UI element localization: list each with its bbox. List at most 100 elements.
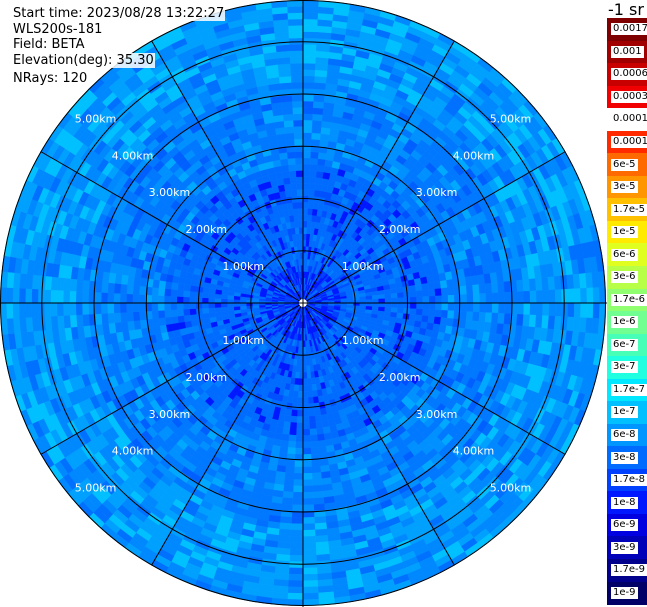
heatmap-cell — [126, 293, 134, 304]
heatmap-cell — [302, 479, 313, 487]
heatmap-cell — [472, 311, 480, 322]
heatmap-cell — [466, 302, 474, 313]
heatmap-cell — [390, 292, 398, 299]
heatmap-cell — [307, 201, 314, 210]
heatmap-cell — [302, 372, 308, 380]
heatmap-cell — [310, 440, 319, 449]
heatmap-cell — [314, 535, 329, 543]
heatmap-cell — [306, 378, 312, 386]
heatmap-cell — [439, 280, 448, 289]
heatmap-cell — [290, 529, 304, 537]
heatmap-cell — [282, 170, 291, 179]
heatmap-cell — [372, 298, 380, 304]
heatmap-cell — [314, 183, 323, 192]
heatmap-cell — [279, 516, 293, 524]
heatmap-cell — [288, 434, 297, 442]
heatmap-cell — [302, 56, 317, 64]
heatmap-cell — [312, 119, 323, 128]
heatmap-cell — [278, 522, 292, 531]
heatmap-cell — [227, 302, 234, 308]
heatmap-cell — [447, 302, 455, 312]
heatmap-cell — [378, 302, 386, 308]
heatmap-cell — [311, 126, 322, 134]
heatmap-cell — [313, 82, 327, 90]
heatmap-cell — [284, 132, 295, 141]
heatmap-cell — [302, 554, 317, 563]
heatmap-cell — [126, 284, 134, 295]
heatmap-cell — [293, 214, 299, 222]
heatmap-cell — [548, 302, 556, 317]
heatmap-cell — [359, 296, 367, 301]
heatmap-cell — [293, 384, 299, 392]
heatmap-cell — [317, 158, 326, 167]
heatmap-cell — [227, 306, 235, 312]
heatmap-cell — [503, 313, 512, 326]
heatmap-cell — [484, 312, 493, 324]
heatmap-cell — [214, 293, 222, 299]
heatmap-cell — [302, 416, 310, 424]
heatmap-cell — [312, 396, 320, 404]
heatmap-cell — [294, 138, 304, 146]
heatmap-cell — [409, 290, 417, 298]
heatmap-cell — [280, 158, 289, 167]
heatmap-cell — [497, 312, 505, 325]
heatmap-cell — [291, 94, 304, 102]
heatmap-cell — [69, 278, 78, 292]
heatmap-cell — [202, 312, 210, 320]
heatmap-cell — [307, 208, 314, 216]
heatmap-cell — [43, 289, 52, 304]
heatmap-cell — [107, 292, 115, 304]
heatmap-cell — [285, 459, 295, 468]
heatmap-cell — [284, 465, 295, 474]
heatmap-cell — [491, 292, 499, 304]
heatmap-cell — [176, 302, 184, 310]
heatmap-cell — [286, 151, 296, 159]
heatmap-cell — [302, 498, 314, 506]
heatmap-cell — [119, 293, 127, 304]
heatmap-cell — [504, 302, 512, 315]
heatmap-cell — [69, 314, 78, 328]
heatmap-cell — [182, 308, 191, 316]
heatmap-cell — [465, 284, 474, 295]
heatmap-cell — [183, 283, 192, 292]
heatmap-cell — [427, 282, 436, 291]
heatmap-cell — [75, 278, 84, 292]
heatmap-cell — [302, 163, 311, 171]
heatmap-cell — [554, 302, 563, 317]
heatmap-cell — [302, 447, 312, 455]
heatmap-cell — [56, 302, 64, 317]
heatmap-cell — [189, 302, 197, 310]
heatmap-cell — [313, 516, 327, 524]
heatmap-cell — [214, 302, 222, 308]
heatmap-cell — [503, 280, 512, 293]
heatmap-cell — [434, 288, 442, 297]
heatmap-cell — [113, 302, 121, 314]
heatmap-cell — [302, 220, 308, 228]
heatmap-cell — [302, 523, 316, 531]
heatmap-cell — [107, 302, 115, 314]
heatmap-cell — [298, 384, 304, 392]
heatmap-cell — [297, 391, 304, 398]
heatmap-cell — [37, 288, 45, 304]
heatmap-cell — [433, 281, 442, 290]
heatmap-cell — [311, 138, 321, 147]
heatmap-cell — [315, 177, 323, 185]
heatmap-cell — [280, 94, 293, 103]
heatmap-cell — [283, 421, 291, 429]
heatmap-cell — [239, 305, 247, 310]
heatmap-cell — [497, 281, 505, 294]
heatmap-cell — [285, 138, 295, 147]
heatmap-cell — [126, 302, 134, 313]
heatmap-cell — [378, 298, 386, 304]
heatmap-cell — [302, 100, 314, 108]
heatmap-cell — [288, 164, 297, 172]
heatmap-cell — [522, 314, 531, 328]
heatmap-cell — [308, 182, 316, 191]
heatmap-cell — [396, 307, 405, 314]
heatmap-cell — [484, 282, 493, 294]
heatmap-cell — [308, 409, 316, 417]
heatmap-cell — [416, 302, 424, 310]
heatmap-cell — [278, 528, 292, 537]
heatmap-cell — [302, 504, 315, 512]
heatmap-cell — [447, 310, 455, 320]
